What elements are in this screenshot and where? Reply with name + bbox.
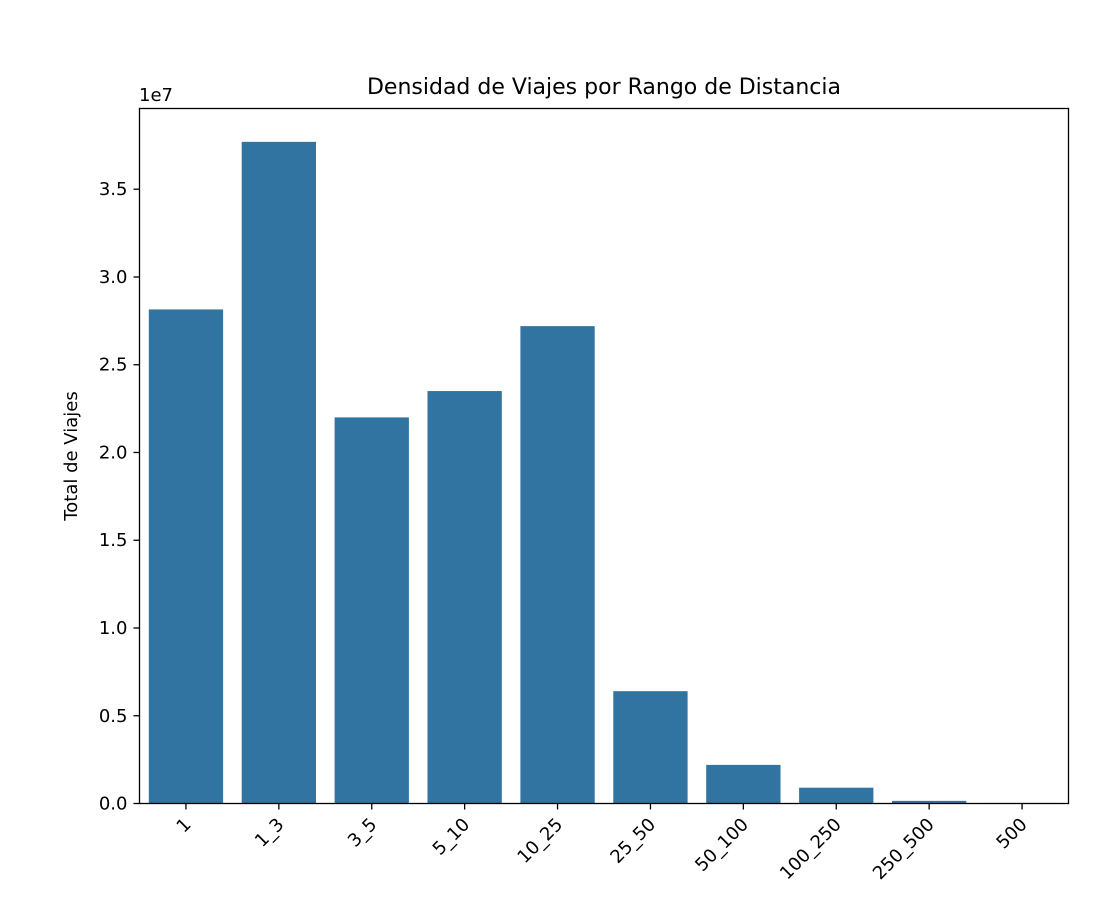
y-axis-offset-label: 1e7 [139,85,173,106]
y-axis-ticks: 0.0 0.5 1.0 1.5 2.0 2.5 3.0 3.5 [99,179,140,815]
y-tick-label: 2.0 [99,442,128,463]
y-axis-label: Total de Viajes [61,391,82,521]
y-tick-label: 3.0 [99,267,128,288]
bar-25_50 [613,691,688,804]
y-tick-label: 3.5 [99,179,128,200]
chart-title: Densidad de Viajes por Rango de Distanci… [367,75,841,100]
bar-1_3 [241,141,317,804]
bar-3_5 [334,417,409,804]
bar-50_100 [706,764,781,804]
y-tick-label: 2.5 [99,355,128,376]
bar-1 [148,309,224,804]
bar-10_25 [520,326,595,804]
bar-250_500 [891,800,967,804]
y-tick-label: 0.5 [99,706,128,727]
bar-100_250 [799,787,874,804]
plot-frame [138,107,1070,805]
y-tick-label: 1.0 [99,618,128,639]
bar-5_10 [427,391,502,804]
bars-group [148,141,1060,804]
y-tick-label: 0.0 [99,794,128,815]
y-tick-label: 1.5 [99,530,128,551]
